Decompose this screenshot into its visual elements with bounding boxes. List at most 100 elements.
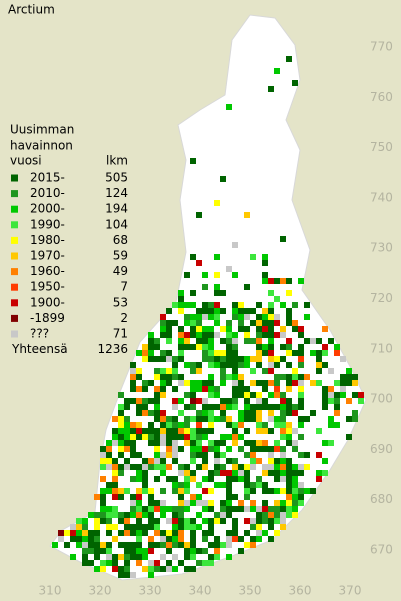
grid-cell bbox=[190, 254, 196, 260]
grid-cell bbox=[322, 398, 328, 404]
grid-cell bbox=[346, 434, 352, 440]
grid-cell bbox=[214, 542, 220, 548]
grid-cell bbox=[202, 326, 208, 332]
grid-cell bbox=[352, 392, 358, 398]
grid-cell bbox=[118, 542, 124, 548]
grid-cell bbox=[238, 362, 244, 368]
grid-cell bbox=[166, 380, 172, 386]
easting-label: 340 bbox=[189, 584, 212, 598]
grid-cell bbox=[172, 320, 178, 326]
legend-swatch bbox=[11, 190, 18, 198]
grid-cell bbox=[208, 440, 214, 446]
grid-cell bbox=[142, 410, 148, 416]
grid-cell bbox=[148, 380, 154, 386]
grid-cell bbox=[286, 344, 292, 350]
grid-cell bbox=[178, 290, 184, 296]
grid-cell bbox=[130, 548, 136, 554]
grid-cell bbox=[298, 452, 304, 458]
grid-cell bbox=[226, 404, 232, 410]
grid-cell bbox=[106, 524, 112, 530]
grid-cell bbox=[244, 452, 250, 458]
grid-cell bbox=[178, 464, 184, 470]
grid-cell bbox=[352, 416, 358, 422]
grid-cell bbox=[214, 416, 220, 422]
legend-swatch bbox=[11, 314, 18, 322]
grid-cell bbox=[298, 350, 304, 356]
grid-cell bbox=[250, 338, 256, 344]
grid-cell bbox=[118, 416, 124, 422]
grid-cell bbox=[262, 254, 268, 260]
grid-cell bbox=[220, 326, 226, 332]
grid-cell bbox=[232, 524, 238, 530]
grid-cell bbox=[118, 470, 124, 476]
grid-cell bbox=[232, 380, 238, 386]
easting-label: 320 bbox=[89, 584, 112, 598]
grid-cell bbox=[154, 518, 160, 524]
legend-swatch bbox=[11, 221, 18, 229]
grid-cell bbox=[286, 512, 292, 518]
grid-cell bbox=[160, 386, 166, 392]
grid-cell bbox=[190, 332, 196, 338]
grid-cell bbox=[196, 326, 202, 332]
grid-cell bbox=[208, 470, 214, 476]
grid-cell bbox=[256, 398, 262, 404]
grid-cell bbox=[178, 380, 184, 386]
grid-cell bbox=[100, 500, 106, 506]
grid-cell bbox=[280, 410, 286, 416]
grid-cell bbox=[214, 284, 220, 290]
grid-cell bbox=[118, 446, 124, 452]
grid-cell bbox=[298, 464, 304, 470]
grid-cell bbox=[232, 314, 238, 320]
grid-cell bbox=[190, 458, 196, 464]
grid-cell bbox=[178, 326, 184, 332]
legend-year-header: vuosi bbox=[10, 154, 42, 168]
grid-cell bbox=[160, 422, 166, 428]
grid-cell bbox=[118, 518, 124, 524]
grid-cell bbox=[226, 350, 232, 356]
grid-cell bbox=[292, 476, 298, 482]
legend-swatch bbox=[11, 236, 18, 244]
grid-cell bbox=[226, 554, 232, 560]
grid-cell bbox=[208, 404, 214, 410]
grid-cell bbox=[286, 488, 292, 494]
grid-cell bbox=[112, 554, 118, 560]
grid-cell bbox=[232, 362, 238, 368]
grid-cell bbox=[178, 422, 184, 428]
grid-cell bbox=[250, 392, 256, 398]
grid-cell bbox=[160, 530, 166, 536]
grid-cell bbox=[274, 464, 280, 470]
grid-cell bbox=[292, 464, 298, 470]
grid-cell bbox=[220, 410, 226, 416]
grid-cell bbox=[166, 434, 172, 440]
grid-cell bbox=[280, 422, 286, 428]
grid-cell bbox=[94, 530, 100, 536]
grid-cell bbox=[166, 560, 172, 566]
grid-cell bbox=[184, 548, 190, 554]
legend-heading: havainnon bbox=[10, 139, 73, 153]
grid-cell bbox=[232, 272, 238, 278]
grid-cell bbox=[82, 530, 88, 536]
grid-cell bbox=[148, 350, 154, 356]
grid-cell bbox=[136, 494, 142, 500]
grid-cell bbox=[178, 488, 184, 494]
grid-cell bbox=[334, 350, 340, 356]
grid-cell bbox=[178, 434, 184, 440]
grid-cell bbox=[106, 542, 112, 548]
grid-cell bbox=[268, 362, 274, 368]
grid-cell bbox=[250, 500, 256, 506]
grid-cell bbox=[262, 428, 268, 434]
grid-cell bbox=[148, 488, 154, 494]
grid-cell bbox=[196, 416, 202, 422]
grid-cell bbox=[148, 428, 154, 434]
grid-cell bbox=[244, 542, 250, 548]
grid-cell bbox=[142, 512, 148, 518]
grid-cell bbox=[136, 350, 142, 356]
grid-cell bbox=[286, 422, 292, 428]
grid-cell bbox=[190, 554, 196, 560]
grid-cell bbox=[262, 482, 268, 488]
grid-cell bbox=[118, 422, 124, 428]
grid-cell bbox=[148, 464, 154, 470]
legend-count: 68 bbox=[113, 233, 128, 247]
grid-cell bbox=[172, 506, 178, 512]
grid-cell bbox=[94, 518, 100, 524]
